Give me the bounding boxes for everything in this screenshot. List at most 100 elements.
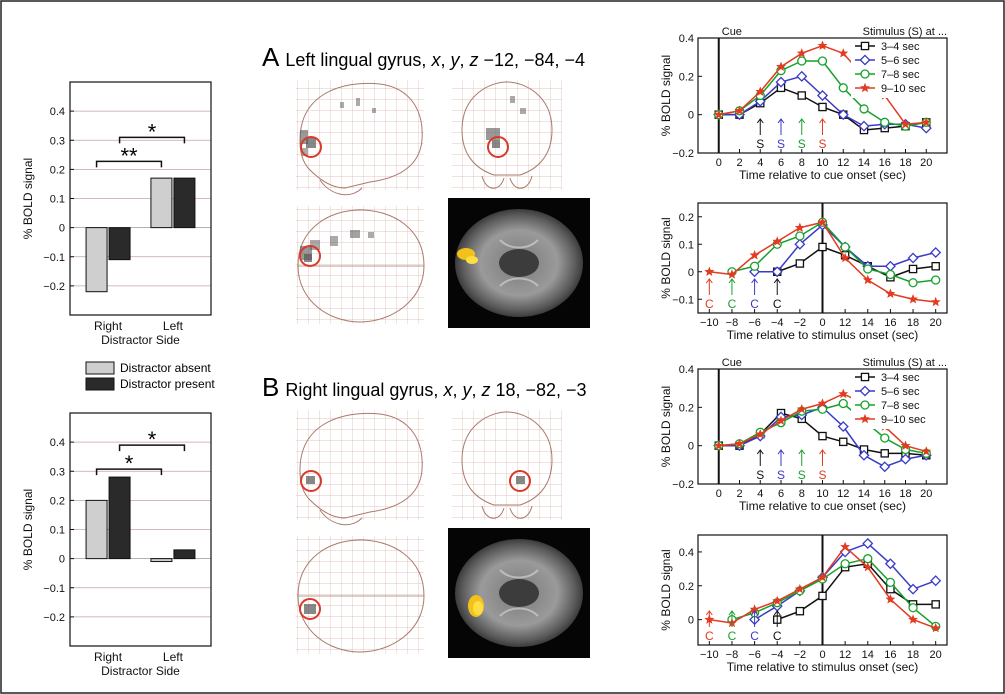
bar-legend: Distractor absent Distractor present: [85, 361, 215, 391]
x-tick-label: −4: [771, 649, 784, 661]
bar-distractor-absent-right: [85, 227, 108, 293]
data-point: [899, 453, 912, 465]
series-line: [731, 221, 936, 284]
data-point: [862, 561, 873, 572]
panel-a-sep1: ,: [440, 50, 450, 70]
onset-label: C: [728, 629, 737, 643]
panel-b-coords: 18, −82, −3: [490, 380, 586, 400]
legend-swatch-absent: [85, 361, 115, 375]
data-point: [880, 449, 890, 458]
data-point: [930, 296, 941, 307]
data-point: [817, 217, 828, 227]
x-tick-label: 0: [819, 317, 825, 329]
data-point: [818, 102, 827, 112]
onset-arrowhead: [751, 610, 758, 616]
data-point: [796, 48, 807, 58]
red-circle-marker: [299, 598, 321, 620]
data-point: [818, 431, 827, 441]
line-b-stim: 00.20.4−10 −8 −6 −4 −2 0 12 14 16 18 20C C C C% BOLD …: [659, 534, 948, 674]
panel-a-coords: −12, −84, −4: [478, 50, 585, 70]
y-tick-label: 0.2: [50, 495, 65, 507]
onset-arrowhead: [728, 278, 736, 284]
panel-b-glass-brain-sagittal: [296, 410, 424, 526]
data-point: [862, 537, 874, 549]
stimulus-label: Stimulus (S) at ...: [863, 26, 947, 38]
data-point: [879, 461, 891, 473]
y-tick-label: 0.3: [50, 466, 65, 478]
x-tick-label: 14: [858, 488, 870, 500]
data-point: [772, 236, 783, 246]
data-point: [754, 95, 766, 107]
data-point: [749, 261, 760, 271]
data-point: [837, 420, 849, 433]
data-point: [908, 603, 918, 613]
data-point: [900, 119, 911, 129]
x-tick-label: −8: [726, 317, 739, 329]
panel-a-title-text: Left lingual gyrus,: [285, 50, 431, 70]
x-tick-label: 12: [839, 649, 851, 661]
onset-label: S: [798, 137, 806, 151]
data-point: [734, 105, 745, 116]
panel-b-glass-brain-axial: [296, 536, 425, 654]
significance-label: **: [120, 143, 138, 168]
panel-a-mri-slice: [448, 198, 590, 328]
onset-arrowhead: [751, 278, 758, 284]
legend-swatch-present: [85, 377, 115, 391]
data-point: [900, 440, 911, 450]
data-point: [840, 541, 851, 552]
y-tick-label: 0.4: [679, 364, 694, 376]
data-point: [859, 104, 869, 114]
red-circle-marker: [300, 470, 322, 492]
data-point: [713, 109, 724, 119]
x-tick-label: 18: [907, 317, 919, 329]
data-point: [840, 242, 850, 252]
onset-label: C: [750, 629, 759, 643]
y-tick-label: 0.2: [679, 581, 694, 593]
data-point: [797, 91, 807, 100]
y-tick-label: −0.2: [672, 479, 694, 491]
bar-distractor-present-left: [173, 549, 196, 560]
mri-white-matter: [499, 569, 539, 617]
mri-activation-core: [466, 256, 478, 264]
red-circle-marker: [299, 245, 321, 267]
data-point: [885, 594, 896, 604]
onset-label: C: [705, 297, 714, 311]
data-point: [908, 278, 918, 288]
data-point: [838, 398, 848, 409]
x-tick-label: 6: [778, 157, 784, 169]
data-point: [771, 266, 783, 278]
panel-b-z: z: [480, 380, 490, 400]
x-category-label: Right: [94, 319, 123, 333]
x-category-label: Left: [163, 650, 184, 664]
x-axis-label: Time relative to stimulus onset (sec): [727, 660, 919, 674]
mri-ventricle: [499, 249, 539, 277]
onset-label: S: [818, 137, 826, 151]
data-point: [797, 56, 807, 66]
data-point: [862, 274, 873, 285]
y-tick-label: −0.2: [43, 281, 65, 293]
onset-arrowhead: [819, 118, 826, 124]
onset-label: C: [773, 297, 782, 311]
data-point: [930, 622, 941, 633]
data-point: [726, 269, 737, 279]
data-point: [860, 400, 870, 410]
panel-b-y: y: [460, 380, 472, 400]
x-tick-label: 0: [716, 157, 722, 169]
bar-distractor-absent-left: [150, 558, 173, 563]
data-point: [921, 117, 932, 127]
data-point: [931, 600, 940, 609]
data-point: [863, 264, 873, 274]
legend-label: 3–4 sec: [881, 41, 920, 53]
data-point: [930, 246, 942, 259]
brain-outline-cerebellum: [319, 179, 363, 196]
legend-label: 9–10 sec: [881, 414, 926, 426]
glass-grid: [296, 536, 424, 654]
red-circle-marker: [509, 470, 531, 492]
data-point: [860, 41, 870, 51]
x-tick-label: 16: [879, 157, 891, 169]
x-tick-label: 12: [839, 317, 851, 329]
data-point: [921, 446, 932, 456]
legend-label: 7–8 sec: [881, 69, 920, 81]
brain-outline: [461, 81, 553, 176]
